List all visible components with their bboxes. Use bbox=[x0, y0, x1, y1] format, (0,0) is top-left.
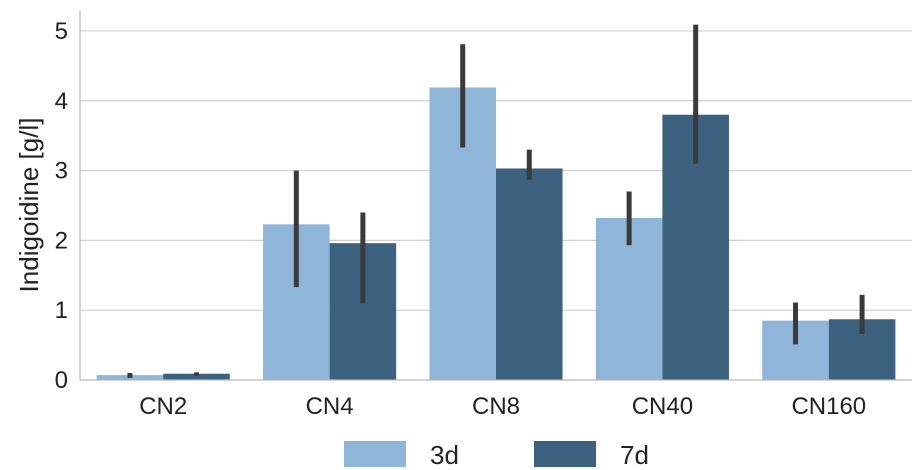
error-bars bbox=[127, 24, 865, 378]
legend-swatch-3d bbox=[344, 441, 406, 467]
legend-label: 7d bbox=[620, 440, 649, 470]
legend-label: 3d bbox=[430, 440, 459, 470]
y-tick-labels: 0 1 2 3 4 5 bbox=[55, 18, 68, 394]
y-tick-label: 0 bbox=[55, 367, 68, 394]
y-tick-label: 4 bbox=[55, 88, 68, 115]
x-tick-label: CN2 bbox=[139, 393, 187, 420]
x-tick-label: CN40 bbox=[632, 393, 693, 420]
x-tick-label: CN4 bbox=[306, 393, 354, 420]
x-tick-label: CN160 bbox=[791, 393, 866, 420]
bar-7d-CN2 bbox=[163, 373, 230, 380]
y-axis-label: Indigoidine [g/l] bbox=[14, 118, 44, 293]
y-tick-label: 2 bbox=[55, 227, 68, 254]
y-tick-label: 3 bbox=[55, 158, 68, 185]
y-tick-label: 5 bbox=[55, 18, 68, 45]
y-tick-label: 1 bbox=[55, 297, 68, 324]
legend-swatch-7d bbox=[534, 441, 596, 467]
bars bbox=[96, 87, 896, 380]
bar-7d-CN8 bbox=[496, 168, 563, 380]
axes bbox=[79, 10, 912, 381]
x-tick-label: CN8 bbox=[472, 393, 520, 420]
x-tick-labels: CN2 CN4 CN8 CN40 CN160 bbox=[139, 393, 866, 420]
legend: 3d 7d bbox=[344, 440, 649, 470]
